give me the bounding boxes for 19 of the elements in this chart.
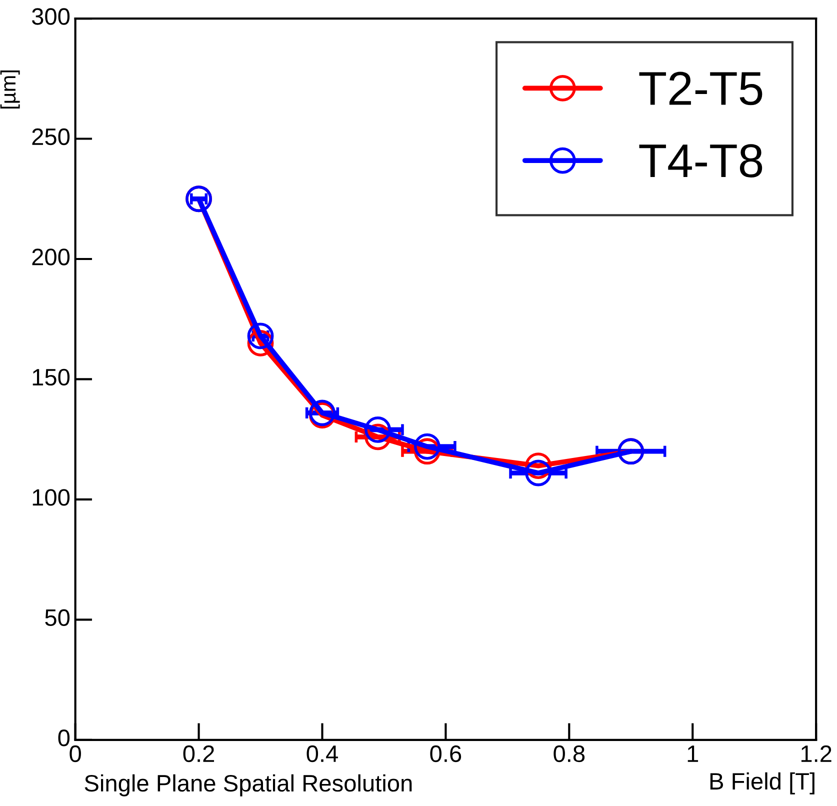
x-tick-label: 0.2 [183,745,214,762]
x-tick-label: 0.8 [554,745,585,762]
y-axis-title: [µm] [0,70,20,108]
text: Single Plane Spatial Resolution [84,774,412,796]
legend-label: T4-T8 [639,144,762,178]
x-tick-label: 1 [688,746,698,762]
y-tick-label: 100 [32,489,70,506]
x-axis-title: B Field [T] [710,772,814,794]
y-tick-label: 150 [32,368,70,386]
y-tick-label: 200 [32,248,70,266]
x-tick-label: 1.2 [801,745,832,762]
y-tick-label: 0 [58,730,70,746]
x-tick-label: 0.4 [306,745,338,762]
y-tick-label: 250 [32,128,70,146]
y-tick-label: 50 [45,609,70,626]
legend-label: T2-T5 [639,72,762,106]
y-tick-label: 300 [32,8,70,25]
x-tick-label: 0.6 [430,745,462,762]
x-tick-label: 0 [70,745,81,762]
